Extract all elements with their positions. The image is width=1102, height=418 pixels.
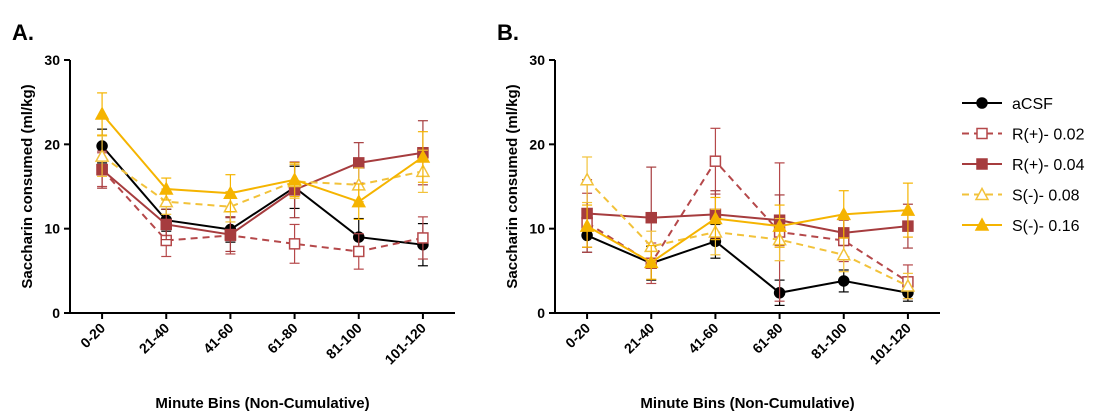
series-s-0-16	[94, 92, 431, 220]
x-tick-label: 0-20	[562, 320, 593, 351]
series-line	[586, 234, 909, 294]
data-point	[223, 185, 238, 199]
data-point	[288, 238, 301, 250]
y-tick-label: 30	[44, 52, 60, 68]
series-line	[587, 212, 909, 234]
legend-marker	[976, 97, 988, 109]
legend-label: R(+)- 0.02	[1012, 127, 1085, 144]
data-point	[287, 172, 302, 186]
data-point	[415, 149, 431, 163]
series-acsf	[96, 128, 429, 267]
x-tick-label: 101-120	[866, 320, 914, 368]
panel-a: A. 0 10 20 30 0-20 21-40 41-60 61-80 81-100 101-12…	[12, 20, 455, 412]
x-tick-label: 0-20	[77, 320, 108, 351]
y-tick-label: 10	[529, 221, 545, 237]
series-r-0-02	[96, 152, 429, 270]
data-point	[836, 206, 852, 221]
data-point	[158, 181, 174, 195]
legend-label: S(-)- 0.16	[1012, 218, 1080, 235]
data-point	[224, 228, 237, 241]
data-point	[353, 157, 365, 169]
series-line	[586, 209, 908, 264]
y-tick-label: 30	[529, 52, 545, 68]
panel-b: B. 0 10 20 30 0-20 21-40 41-60 61-80 81-100 101-12…	[497, 20, 940, 412]
legend-marker	[976, 158, 988, 170]
data-point	[351, 194, 367, 208]
y-axis-title: Saccharin consumed (ml/kg)	[504, 84, 521, 288]
x-tick-label: 81-100	[323, 320, 365, 362]
y-axis-title: Saccharin consumed (ml/kg)	[19, 84, 36, 288]
y-tick-label: 0	[537, 305, 545, 321]
data-point	[353, 245, 365, 258]
x-tick-label: 41-60	[685, 320, 722, 357]
data-point	[900, 278, 916, 292]
x-tick-label: 81-100	[808, 320, 850, 362]
series-line	[101, 145, 424, 246]
y-tick-label: 10	[44, 221, 60, 237]
series-r-0-02	[581, 127, 914, 302]
legend-marker	[976, 127, 988, 140]
x-tick-label: 61-80	[749, 320, 786, 357]
x-axis-title: Minute Bins (Non-Cumulative)	[640, 395, 854, 412]
y-tick-label: 20	[44, 136, 60, 152]
data-point	[417, 232, 429, 244]
data-point	[645, 211, 657, 224]
x-axis-title: Minute Bins (Non-Cumulative)	[155, 395, 369, 412]
data-point	[838, 275, 850, 287]
panel-label: A.	[12, 20, 34, 45]
y-tick-label: 0	[52, 305, 60, 321]
data-point	[160, 218, 172, 231]
x-tick-label: 21-40	[621, 320, 658, 357]
data-point	[772, 218, 787, 232]
legend-marker	[974, 217, 990, 231]
legend: aCSF R(+)- 0.02 R(+)- 0.04 S(-)- 0.08 S(-)- …	[962, 96, 1085, 235]
legend-label: S(-)- 0.08	[1012, 188, 1080, 205]
y-tick-label: 20	[529, 136, 545, 152]
data-point	[643, 254, 659, 269]
series-line	[101, 151, 424, 236]
legend-label: aCSF	[1012, 96, 1053, 113]
data-point	[709, 155, 722, 167]
legend-label: R(+)- 0.04	[1012, 157, 1085, 174]
series-s-0-08	[579, 156, 916, 300]
x-tick-label: 61-80	[264, 320, 301, 357]
series-s-0-16	[579, 182, 916, 280]
data-point	[579, 218, 595, 232]
panel-label: B.	[497, 20, 519, 45]
data-point	[94, 106, 110, 120]
series-line	[101, 113, 424, 203]
legend-marker	[974, 186, 990, 201]
data-point	[579, 172, 595, 186]
series-line	[101, 155, 424, 208]
data-point	[708, 210, 723, 225]
data-point	[900, 202, 916, 216]
x-tick-label: 21-40	[136, 320, 173, 357]
data-point	[94, 148, 110, 162]
series-line	[101, 168, 424, 253]
x-tick-label: 101-120	[381, 320, 429, 368]
series-line	[586, 179, 909, 287]
x-tick-label: 41-60	[200, 320, 237, 357]
data-point	[158, 194, 174, 208]
series-r-0-04	[581, 166, 914, 269]
data-point	[836, 247, 852, 261]
